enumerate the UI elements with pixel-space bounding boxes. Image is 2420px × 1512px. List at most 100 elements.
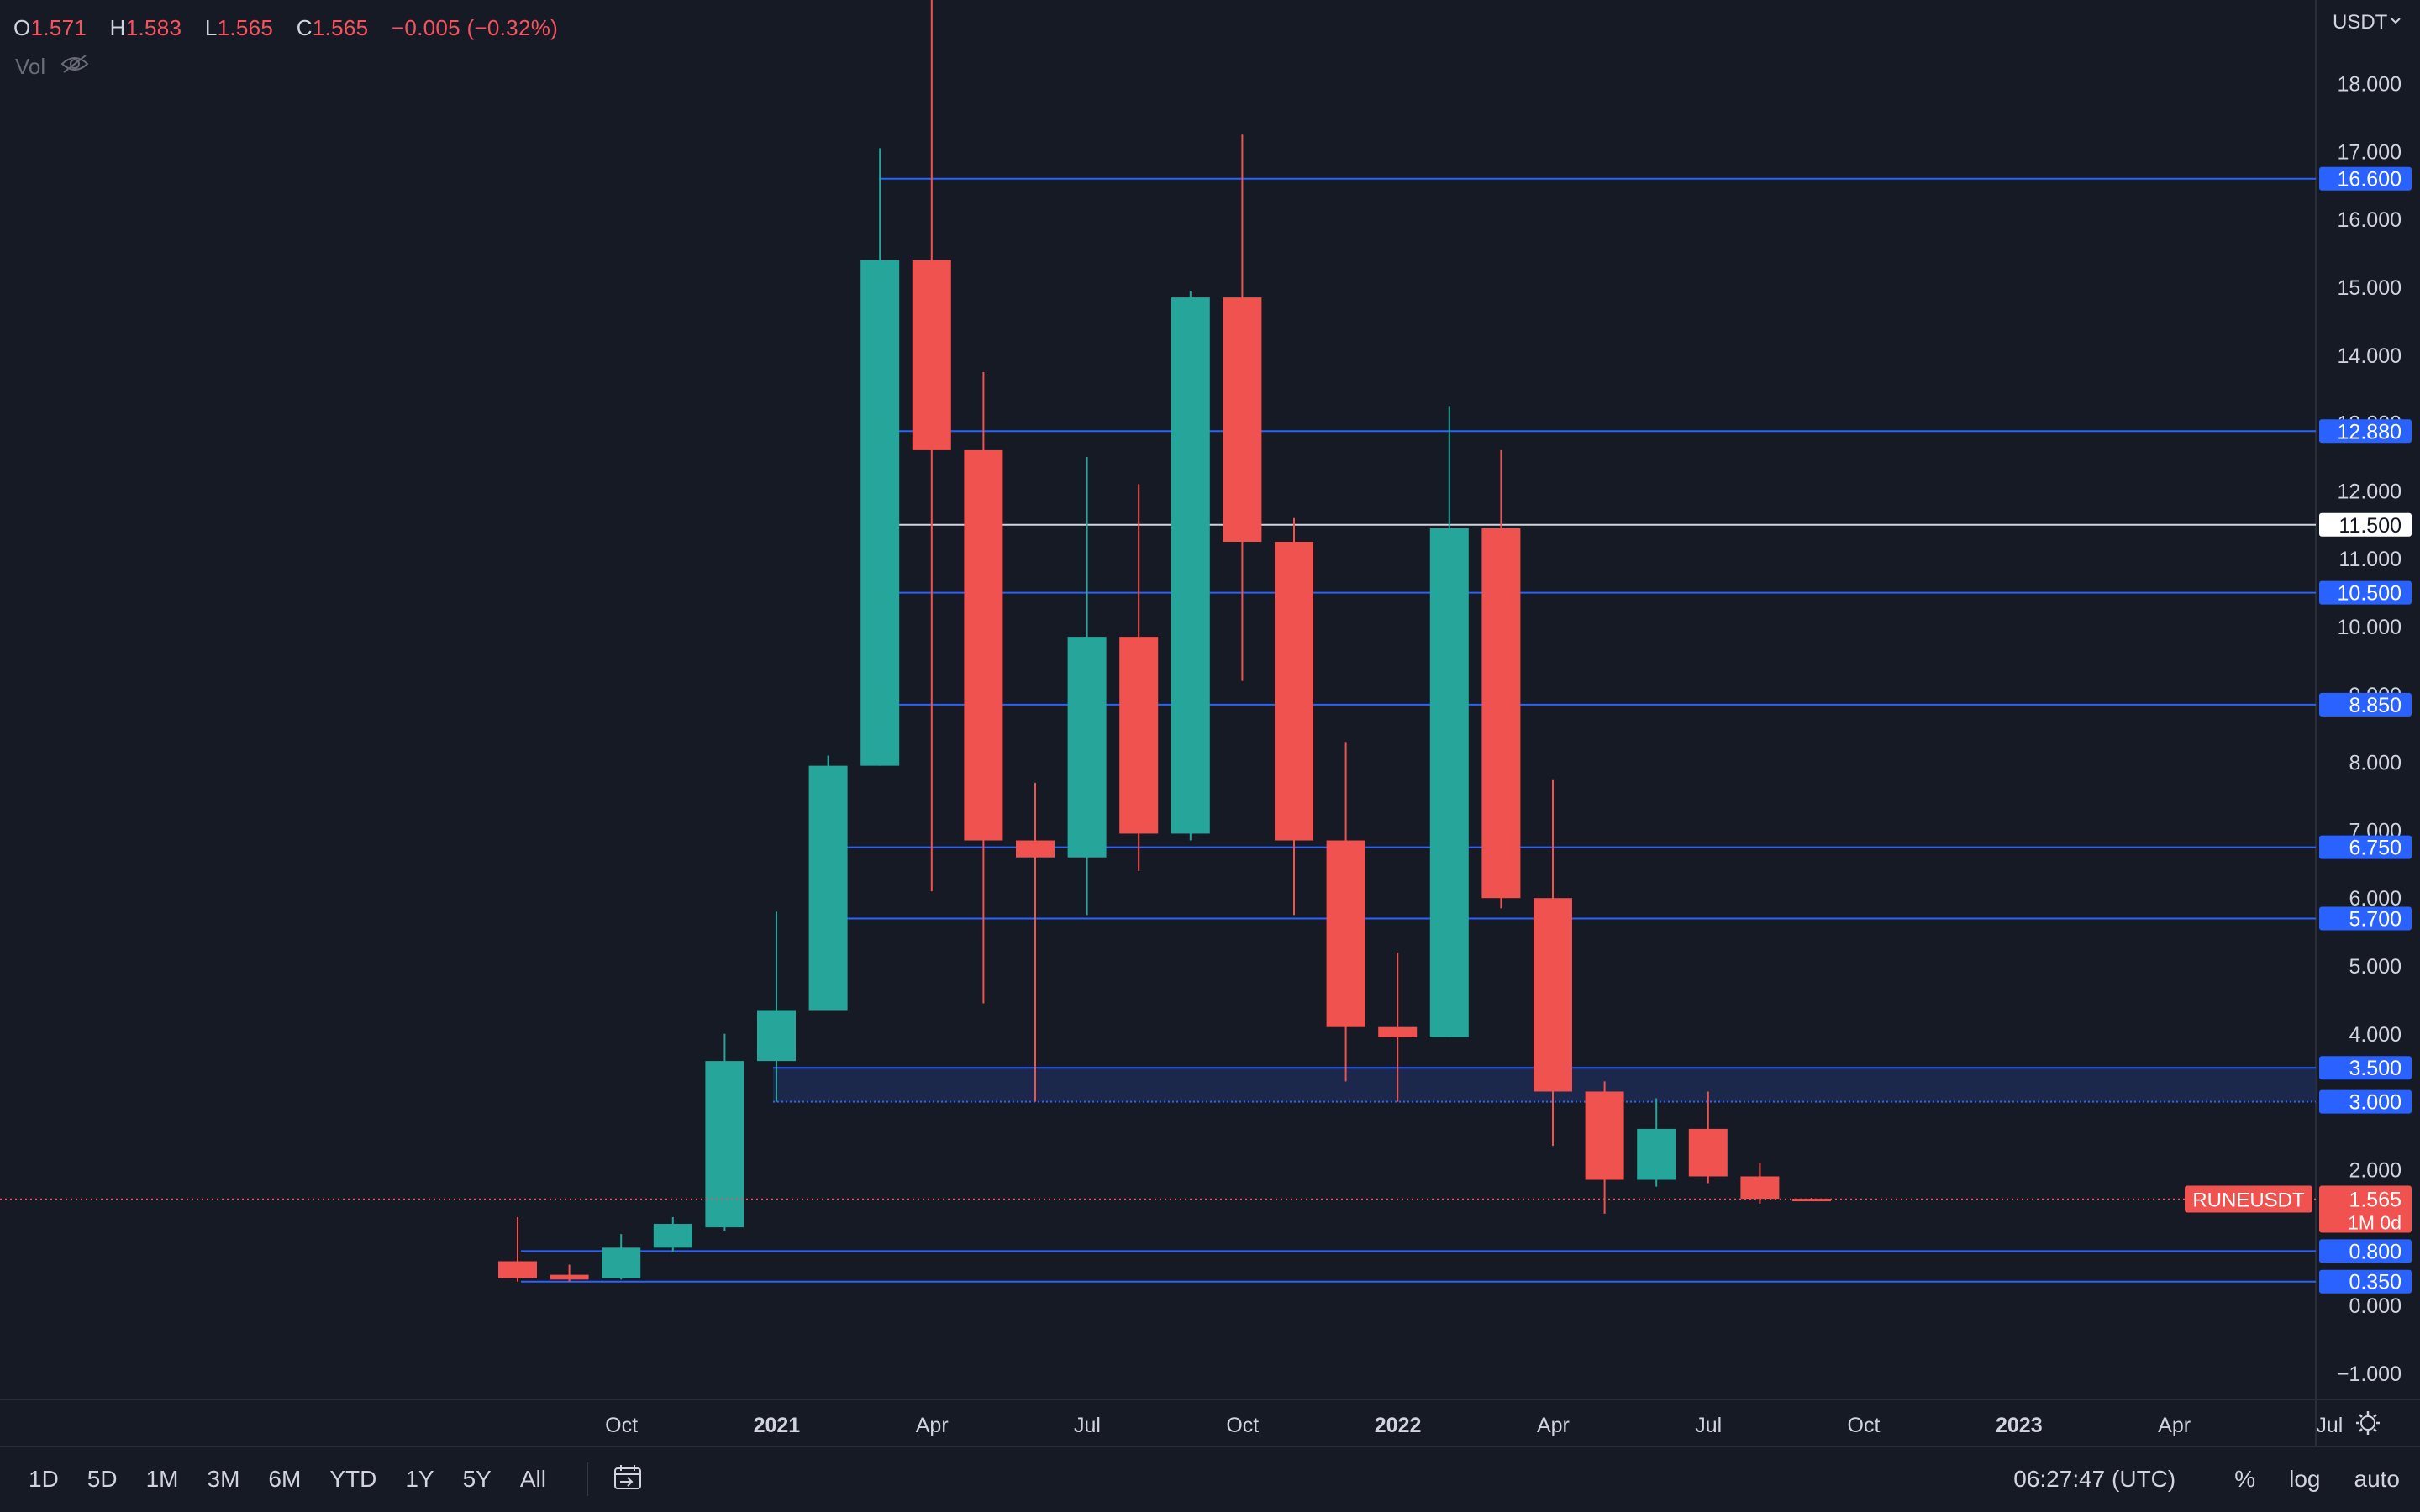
candle-body — [1688, 1128, 1728, 1177]
level-price-tag — [2319, 512, 2412, 537]
clock-time[interactable]: 06:27:47 (UTC) — [2013, 1466, 2176, 1492]
timeframe-3m[interactable]: 3M — [207, 1466, 240, 1492]
y-tick-label: 15.000 — [2338, 276, 2402, 300]
x-tick-label: Oct — [605, 1414, 638, 1437]
candle-body — [1637, 1128, 1676, 1180]
x-tick-label: 2023 — [1996, 1414, 2043, 1437]
level-price-tag — [2319, 1269, 2412, 1294]
last-price-label: 1.565 — [2349, 1189, 2402, 1212]
level-price-tag — [2319, 692, 2412, 717]
timeframe-ytd[interactable]: YTD — [329, 1466, 377, 1492]
timeframe-1y[interactable]: 1Y — [405, 1466, 434, 1492]
level-price-label: 6.750 — [2349, 837, 2402, 860]
x-tick-label: Jul — [1695, 1414, 1722, 1437]
y-tick-label: 12.000 — [2338, 480, 2402, 503]
gear-icon[interactable] — [2356, 1411, 2380, 1435]
y-tick-label: 14.000 — [2338, 344, 2402, 368]
auto-toggle[interactable]: auto — [2354, 1466, 2401, 1492]
x-tick-label: Apr — [1537, 1414, 1570, 1437]
candle-body — [1223, 297, 1262, 542]
level-price-tag — [2319, 1089, 2412, 1114]
toolbar-divider — [586, 1462, 588, 1496]
candle-body — [757, 1010, 796, 1062]
x-tick-label: Jul — [2316, 1414, 2343, 1437]
candle-body — [912, 260, 951, 450]
ohlc-legend: O1.571 H1.583 L1.565 C1.565 −0.005 (−0.3… — [13, 15, 575, 41]
level-price-label: 3.000 — [2349, 1091, 2402, 1115]
timeframe-1d[interactable]: 1D — [29, 1466, 59, 1492]
volume-legend[interactable]: Vol — [15, 54, 89, 80]
level-price-label: 8.850 — [2349, 694, 2402, 717]
candle-body — [1429, 528, 1469, 1037]
timeframe-5d[interactable]: 5D — [87, 1466, 118, 1492]
bar-countdown-label: 1M 0d — [2348, 1212, 2402, 1234]
bottom-toolbar: 1D 5D 1M 3M 6M YTD 1Y 5Y All 06:27:47 (U… — [0, 1446, 2420, 1512]
y-tick-label: 5.000 — [2349, 955, 2402, 979]
change-value: −0.005 (−0.32%) — [391, 15, 559, 40]
y-tick-label: 17.000 — [2338, 140, 2402, 164]
level-price-tag — [2319, 1239, 2412, 1263]
y-tick-label: 0.000 — [2349, 1294, 2402, 1318]
candle-body — [1171, 297, 1210, 834]
timeframe-1m[interactable]: 1M — [145, 1466, 179, 1492]
high-key: H — [109, 15, 126, 40]
level-price-label: 16.600 — [2338, 168, 2402, 192]
candle-body — [1119, 637, 1159, 834]
y-tick-label: 8.000 — [2349, 752, 2402, 775]
x-tick-label: 2022 — [1375, 1414, 1422, 1437]
symbol-tag — [2185, 1185, 2312, 1213]
y-tick-label: 16.000 — [2338, 208, 2402, 232]
scale-tools: 06:27:47 (UTC) % log auto — [1980, 1446, 2400, 1512]
y-tick-label: 4.000 — [2349, 1023, 2402, 1047]
goto-date-icon[interactable] — [613, 1464, 644, 1495]
candle-body — [653, 1224, 692, 1248]
y-tick-label: 2.000 — [2349, 1158, 2402, 1182]
candle-body — [1275, 542, 1313, 841]
candle-body — [1481, 528, 1521, 899]
level-price-label: 5.700 — [2349, 907, 2402, 931]
y-tick-label: −1.000 — [2337, 1362, 2402, 1386]
low-key: L — [204, 15, 218, 40]
symbol-label: RUNEUSDT — [2192, 1189, 2305, 1212]
candle-body — [1378, 1026, 1418, 1037]
y-tick-label: 18.000 — [2338, 73, 2402, 97]
candle-body — [1792, 1199, 1831, 1202]
candle-body — [1740, 1176, 1780, 1200]
x-tick-label: Oct — [1848, 1414, 1881, 1437]
level-price-label: 0.350 — [2349, 1271, 2402, 1294]
timeframe-all[interactable]: All — [519, 1466, 546, 1492]
x-tick-label: Oct — [1226, 1414, 1259, 1437]
x-tick-label: Apr — [916, 1414, 949, 1437]
level-price-tag — [2319, 580, 2412, 605]
level-price-label: 3.500 — [2349, 1057, 2402, 1080]
close-key: C — [296, 15, 313, 40]
percent-toggle[interactable]: % — [2234, 1466, 2256, 1492]
candle-body — [1067, 637, 1107, 858]
level-price-tag — [2319, 166, 2412, 191]
candle-body — [1326, 840, 1365, 1027]
eye-slash-icon[interactable] — [60, 54, 89, 80]
log-toggle[interactable]: log — [2289, 1466, 2321, 1492]
level-price-label: 0.800 — [2349, 1240, 2402, 1263]
close-value: 1.565 — [312, 15, 369, 40]
timeframe-6m[interactable]: 6M — [268, 1466, 302, 1492]
candle-body — [550, 1274, 589, 1280]
candle-body — [808, 765, 848, 1011]
timeframe-5y[interactable]: 5Y — [462, 1466, 492, 1492]
currency-label: USDT — [2333, 11, 2388, 34]
candle-body — [498, 1261, 537, 1278]
level-price-label: 10.500 — [2338, 582, 2402, 606]
level-price-tag — [2319, 906, 2412, 931]
last-price-tag — [2319, 1185, 2412, 1233]
candle-body — [1016, 840, 1055, 858]
level-price-label: 11.500 — [2338, 514, 2402, 538]
level-price-tag — [2319, 1056, 2412, 1080]
x-tick-label: 2021 — [754, 1414, 801, 1437]
open-key: O — [13, 15, 31, 40]
x-tick-label: Jul — [1074, 1414, 1101, 1437]
x-tick-label: Apr — [2158, 1414, 2191, 1437]
level-price-tag — [2319, 419, 2412, 444]
level-price-label: 12.880 — [2338, 420, 2402, 444]
candle-body — [1585, 1091, 1624, 1180]
